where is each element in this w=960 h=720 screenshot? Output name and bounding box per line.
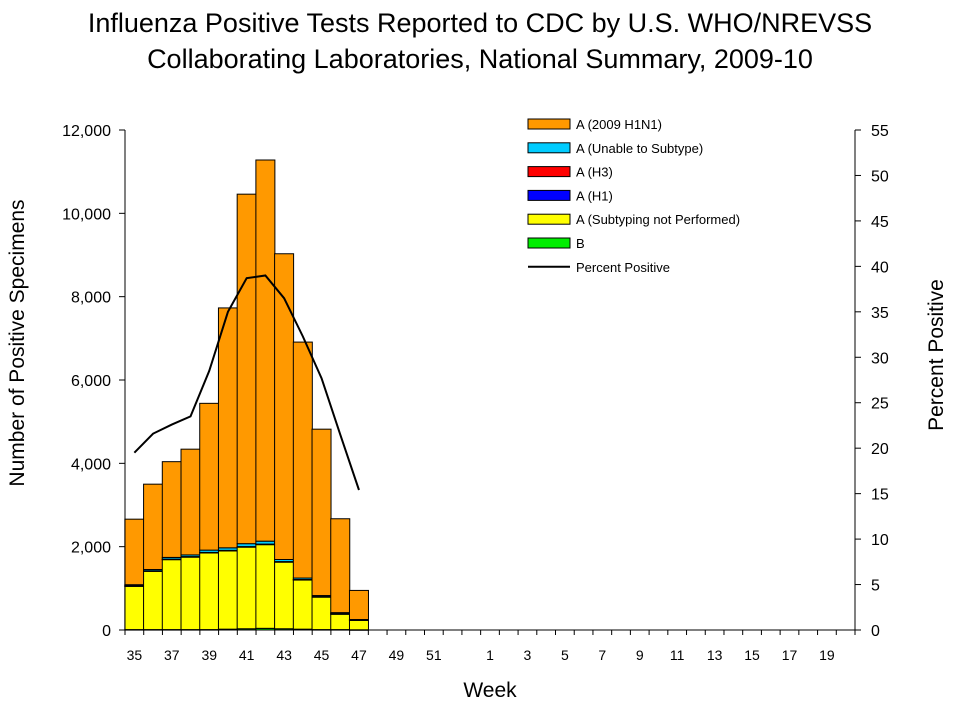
legend-label: B — [576, 236, 585, 251]
y2-tick-label: 25 — [871, 396, 889, 413]
bar-segment — [274, 561, 295, 630]
legend-label: A (2009 H1N1) — [576, 117, 662, 132]
bar-layer — [124, 159, 369, 631]
x-tick-label: 35 — [127, 647, 143, 663]
y-tick-label: 4,000 — [71, 456, 111, 473]
x-tick-label: 3 — [524, 647, 532, 663]
y2-tick-label: 0 — [871, 623, 880, 640]
legend-swatch — [527, 237, 571, 249]
bar-segment — [311, 428, 332, 597]
y2-tick-label: 30 — [871, 350, 889, 367]
x-tick-label: 15 — [744, 647, 760, 663]
x-tick-label: 47 — [351, 647, 367, 663]
legend-swatch — [527, 118, 571, 130]
x-tick-label: 9 — [636, 647, 644, 663]
bar-segment — [143, 570, 164, 631]
y-tick-label: 2,000 — [71, 540, 111, 557]
x-tick-label: 5 — [561, 647, 569, 663]
bar-segment — [255, 544, 276, 629]
y2-axis-title: Percent Positive — [925, 279, 948, 431]
y2-tick-label: 40 — [871, 259, 889, 276]
bar-segment — [330, 518, 351, 614]
bar-segment — [311, 596, 332, 631]
x-tick-label: 37 — [164, 647, 180, 663]
bar-segment — [330, 613, 351, 631]
y-tick-label: 12,000 — [62, 123, 111, 140]
x-tick-label: 11 — [670, 647, 685, 663]
y-tick-label: 10,000 — [62, 206, 111, 223]
legend-label: A (H1) — [576, 188, 613, 203]
chart-title-line-2: Collaborating Laboratories, National Sum… — [147, 44, 813, 74]
percent-positive-line — [133, 274, 360, 491]
bar-segment — [236, 193, 257, 545]
line-layer — [133, 274, 360, 491]
legend-swatch — [527, 142, 571, 154]
bar-segment — [199, 552, 220, 631]
x-tick-label: 19 — [819, 647, 835, 663]
bar-segment — [292, 341, 313, 579]
x-tick-label: 41 — [239, 647, 255, 663]
x-tick-label: 1 — [486, 647, 494, 663]
x-tick-label: 7 — [598, 647, 606, 663]
x-tick-label: 39 — [201, 647, 217, 663]
x-tick-label: 49 — [389, 647, 405, 663]
y-tick-label: 6,000 — [71, 373, 111, 390]
x-tick-label: 17 — [782, 647, 798, 663]
bar-segment — [292, 579, 313, 630]
y2-tick-label: 10 — [871, 532, 889, 549]
bar-segment — [348, 619, 369, 631]
bar-segment — [180, 448, 201, 556]
bar-segment — [236, 546, 257, 630]
bar-segment — [161, 461, 182, 558]
legend-swatch — [527, 166, 571, 178]
y-tick-label: 8,000 — [71, 290, 111, 307]
bar-segment — [199, 402, 220, 551]
y2-tick-label: 55 — [871, 123, 889, 140]
x-axis-title: Week — [463, 679, 517, 702]
bar-segment — [255, 159, 276, 542]
bar-segment — [180, 556, 201, 631]
y2-tick-label: 50 — [871, 168, 889, 185]
bar-segment — [124, 585, 145, 631]
legend: A (2009 H1N1) A (Unable to Subtype) A (H3)… — [527, 117, 740, 275]
bar-segment — [161, 559, 182, 631]
y-axis-title: Number of Positive Specimens — [6, 199, 29, 486]
y2-tick-label: 15 — [871, 487, 889, 504]
legend-label: A (Unable to Subtype) — [576, 141, 703, 156]
legend-label: A (H3) — [576, 165, 613, 180]
bar-segment — [124, 518, 145, 586]
y2-tick-label: 5 — [871, 578, 880, 595]
bar-segment — [217, 550, 238, 630]
legend-swatch — [527, 189, 571, 201]
bar-segment — [348, 589, 369, 621]
axis-layer: 02,0004,0006,0008,00010,00012,0000510152… — [62, 123, 889, 663]
legend-label: A (Subtyping not Performed) — [576, 212, 740, 227]
bar-segment — [217, 307, 238, 549]
y2-tick-label: 45 — [871, 214, 889, 231]
y2-tick-label: 35 — [871, 305, 889, 322]
y-tick-label: 0 — [102, 623, 111, 640]
x-tick-label: 45 — [314, 647, 330, 663]
legend-label: Percent Positive — [576, 260, 670, 275]
legend-swatch — [527, 213, 571, 225]
bar-segment — [143, 483, 164, 570]
x-tick-label: 13 — [707, 647, 723, 663]
x-tick-label: 51 — [426, 647, 442, 663]
y2-tick-label: 20 — [871, 441, 889, 458]
x-tick-label: 43 — [276, 647, 292, 663]
chart-title-line-1: Influenza Positive Tests Reported to CDC… — [87, 8, 873, 38]
